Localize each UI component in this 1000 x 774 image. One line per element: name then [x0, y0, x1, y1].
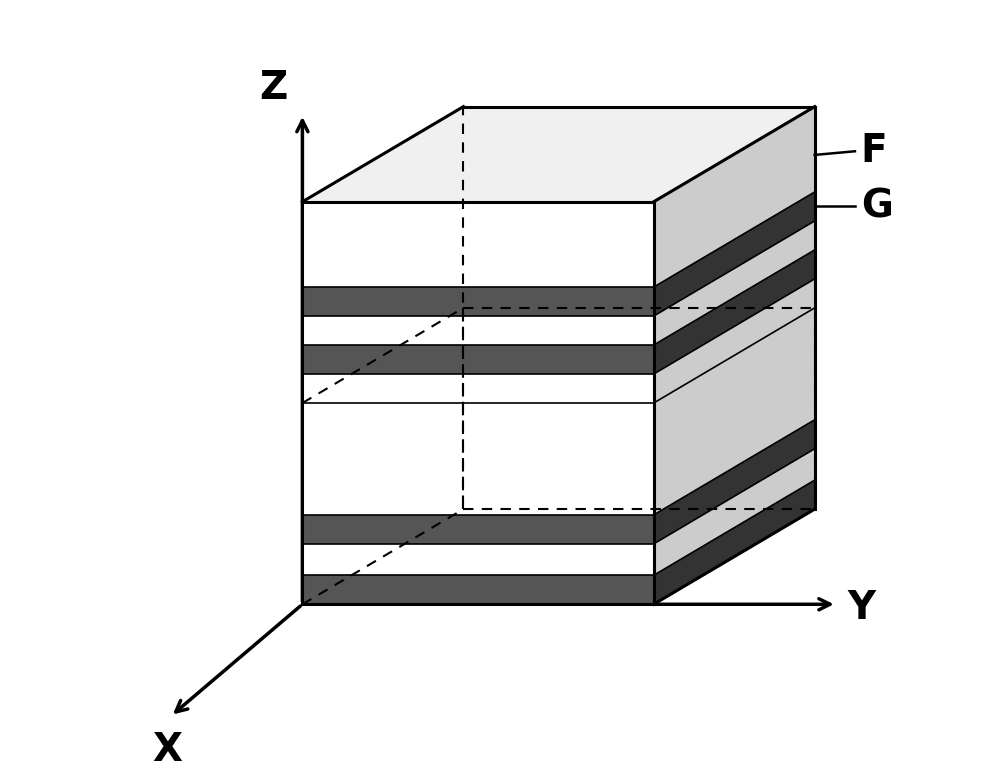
Polygon shape	[302, 403, 654, 515]
Polygon shape	[654, 420, 815, 544]
Text: Z: Z	[260, 69, 288, 107]
Polygon shape	[302, 202, 654, 604]
Polygon shape	[654, 221, 815, 345]
Polygon shape	[654, 107, 815, 604]
Polygon shape	[302, 287, 654, 316]
Polygon shape	[654, 250, 815, 374]
Polygon shape	[654, 192, 815, 316]
Text: X: X	[152, 731, 182, 769]
Polygon shape	[302, 345, 654, 374]
Polygon shape	[654, 107, 815, 287]
Polygon shape	[302, 575, 654, 604]
Polygon shape	[302, 107, 815, 202]
Polygon shape	[654, 480, 815, 604]
Polygon shape	[654, 279, 815, 403]
Polygon shape	[654, 308, 815, 515]
Polygon shape	[302, 544, 654, 575]
Polygon shape	[302, 316, 654, 345]
Polygon shape	[654, 449, 815, 575]
Text: Y: Y	[848, 589, 876, 627]
Polygon shape	[302, 202, 654, 287]
Polygon shape	[302, 374, 654, 403]
Polygon shape	[302, 515, 654, 544]
Text: G: G	[861, 187, 893, 225]
Text: F: F	[861, 132, 887, 170]
